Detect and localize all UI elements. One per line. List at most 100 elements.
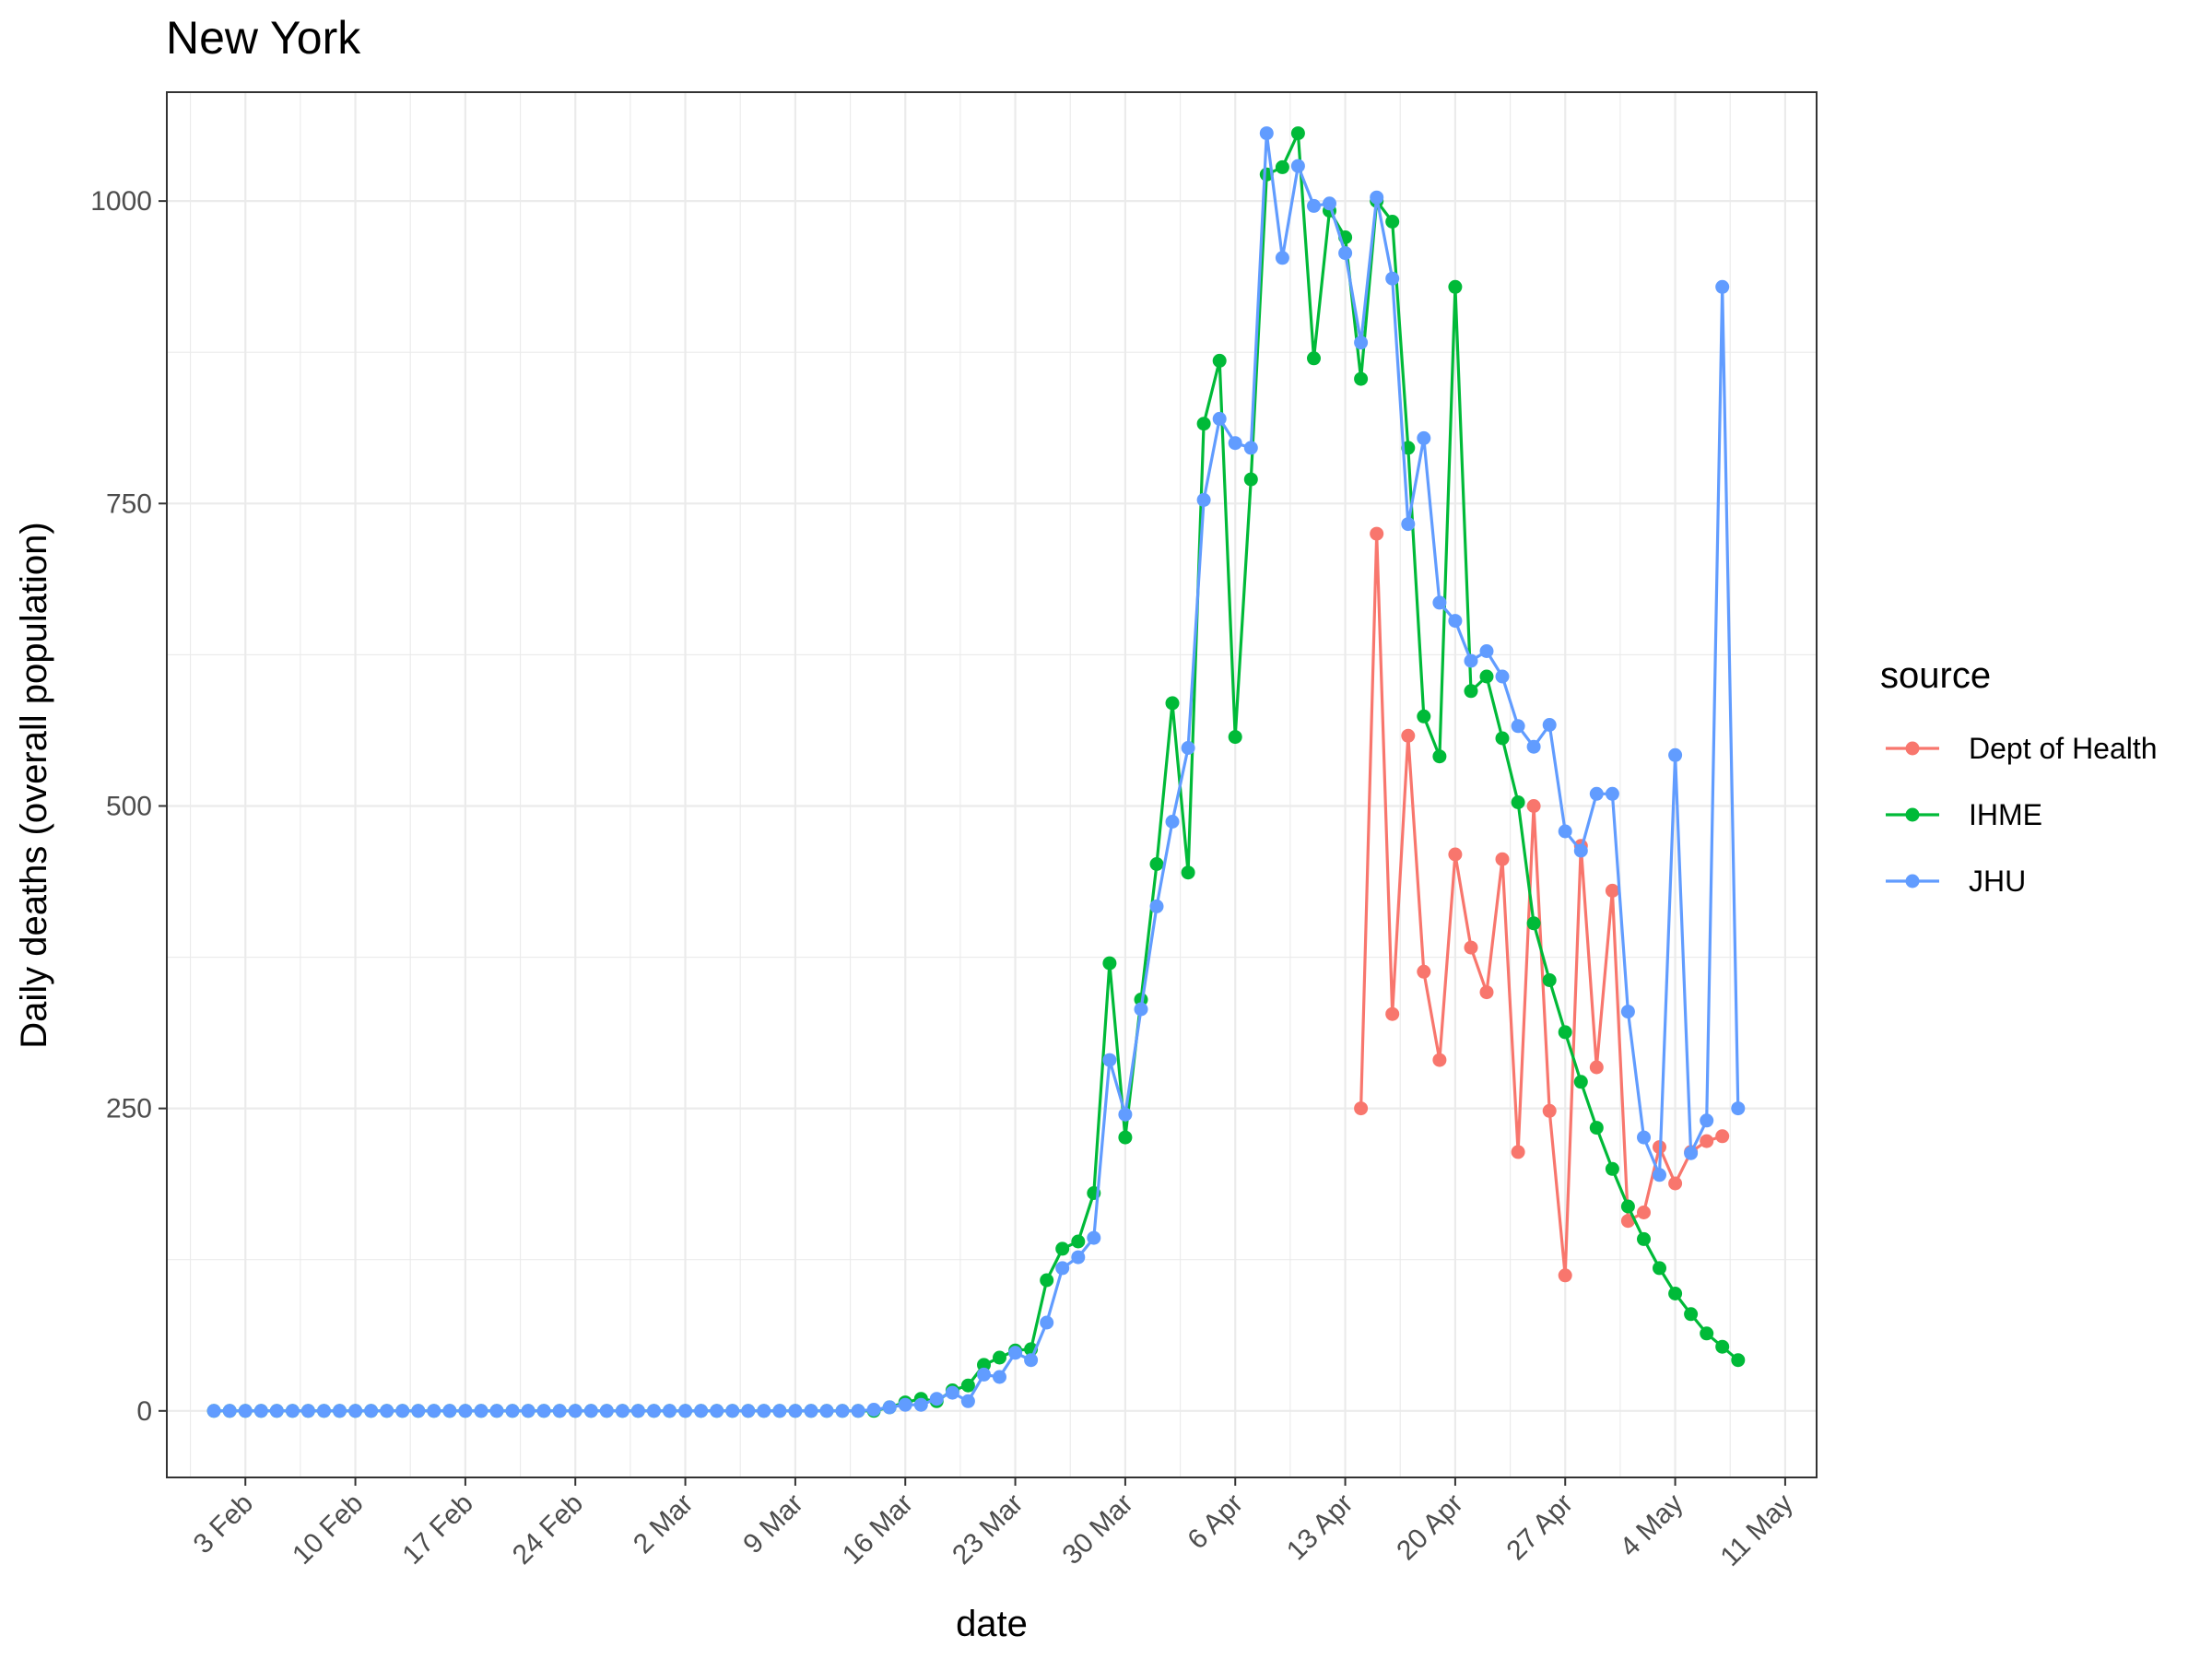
data-point-jhu xyxy=(458,1404,473,1418)
data-point-jhu xyxy=(1605,786,1619,801)
data-point-jhu xyxy=(788,1404,803,1418)
data-point-dept-of-health xyxy=(1479,985,1494,1000)
data-point-jhu xyxy=(1024,1353,1039,1368)
data-point-jhu xyxy=(411,1404,426,1418)
series-dept-of-health xyxy=(1354,526,1730,1283)
data-series xyxy=(206,126,1746,1418)
data-point-ihme xyxy=(1479,669,1494,684)
data-point-jhu xyxy=(364,1404,379,1418)
legend-item-dept-of-health: Dept of Health xyxy=(1886,732,2158,765)
data-point-ihme xyxy=(1275,159,1289,174)
data-point-ihme xyxy=(1417,709,1431,724)
data-point-jhu xyxy=(960,1394,975,1408)
data-point-jhu xyxy=(552,1404,567,1418)
data-point-dept-of-health xyxy=(1401,728,1416,743)
data-point-jhu xyxy=(1401,517,1416,532)
data-point-ihme xyxy=(1511,795,1525,809)
data-point-ihme xyxy=(1102,956,1117,971)
legend-item-jhu: JHU xyxy=(1886,865,2026,898)
data-point-ihme xyxy=(1149,857,1164,871)
data-point-jhu xyxy=(741,1404,756,1418)
data-point-jhu xyxy=(333,1404,347,1418)
data-point-jhu xyxy=(1511,719,1525,734)
data-point-ihme xyxy=(1385,215,1400,229)
data-point-dept-of-health xyxy=(1700,1134,1714,1148)
x-tick-label: 30 Mar xyxy=(1056,1488,1138,1571)
data-point-jhu xyxy=(851,1404,865,1418)
data-point-jhu xyxy=(1259,126,1274,141)
data-point-jhu xyxy=(977,1367,991,1382)
data-point-jhu xyxy=(866,1403,881,1417)
data-point-jhu xyxy=(1134,1002,1148,1017)
data-point-dept-of-health xyxy=(1464,940,1478,955)
data-point-jhu xyxy=(222,1404,237,1418)
data-point-jhu xyxy=(1589,786,1604,801)
data-point-jhu xyxy=(772,1404,787,1418)
data-point-ihme xyxy=(1290,126,1305,141)
x-tick-label: 4 May xyxy=(1614,1488,1688,1563)
data-point-ihme xyxy=(1731,1353,1746,1368)
data-point-jhu xyxy=(1464,653,1478,668)
x-tick-label: 20 Apr xyxy=(1391,1488,1469,1567)
data-point-jhu xyxy=(427,1404,441,1418)
data-point-dept-of-health xyxy=(1417,964,1431,979)
grid-lines xyxy=(167,92,1817,1477)
data-point-jhu xyxy=(583,1404,598,1418)
y-tick-label: 250 xyxy=(106,1094,152,1124)
series-line-ihme xyxy=(214,132,1739,1413)
plot-panel xyxy=(166,91,1818,1478)
data-point-jhu xyxy=(757,1404,771,1418)
data-point-jhu xyxy=(1700,1113,1714,1128)
data-point-jhu xyxy=(1118,1107,1133,1122)
data-point-jhu xyxy=(647,1404,661,1418)
data-point-jhu xyxy=(599,1404,614,1418)
data-point-jhu xyxy=(474,1404,488,1418)
data-point-jhu xyxy=(1668,747,1683,762)
data-point-jhu xyxy=(993,1370,1006,1384)
data-point-jhu xyxy=(253,1404,268,1418)
y-tick-label: 500 xyxy=(106,791,152,821)
data-point-jhu xyxy=(1385,271,1400,286)
legend-label: Dept of Health xyxy=(1969,732,2158,765)
data-point-dept-of-health xyxy=(1526,799,1541,813)
data-point-jhu xyxy=(348,1404,363,1418)
data-point-dept-of-health xyxy=(1511,1145,1525,1159)
x-tick-label: 23 Mar xyxy=(947,1488,1029,1571)
chart-title: New York xyxy=(166,12,361,64)
x-tick-label: 17 Feb xyxy=(396,1488,478,1571)
data-point-ihme xyxy=(1464,684,1478,699)
data-point-jhu xyxy=(663,1404,677,1418)
data-point-jhu xyxy=(1149,899,1164,913)
data-point-ihme xyxy=(1196,417,1211,431)
data-point-jhu xyxy=(536,1404,551,1418)
series-jhu xyxy=(206,126,1746,1418)
data-point-jhu xyxy=(285,1404,300,1418)
data-point-dept-of-health xyxy=(1495,852,1510,866)
y-tick-label: 1000 xyxy=(90,186,152,217)
data-point-ihme xyxy=(993,1350,1006,1365)
data-point-jhu xyxy=(882,1400,897,1415)
data-point-jhu xyxy=(1354,335,1369,350)
data-point-dept-of-health xyxy=(1370,526,1384,541)
data-point-ihme xyxy=(1653,1261,1666,1276)
x-tick-label: 9 Mar xyxy=(737,1488,809,1560)
data-point-jhu xyxy=(317,1404,331,1418)
x-tick-label: 27 Apr xyxy=(1501,1488,1580,1567)
data-point-jhu xyxy=(678,1404,693,1418)
x-tick-label: 10 Feb xyxy=(287,1488,369,1571)
data-point-dept-of-health xyxy=(1542,1103,1557,1118)
data-point-ihme xyxy=(1495,731,1510,746)
data-point-jhu xyxy=(505,1404,520,1418)
y-tick-label: 750 xyxy=(106,488,152,519)
data-point-jhu xyxy=(1212,411,1227,426)
legend-item-ihme: IHME xyxy=(1886,798,2042,831)
data-point-dept-of-health xyxy=(1385,1006,1400,1021)
data-point-dept-of-health xyxy=(1558,1268,1572,1283)
data-point-jhu xyxy=(1432,595,1447,610)
y-axis: 0 250 500 750 1000 xyxy=(90,186,167,1427)
data-point-jhu xyxy=(835,1404,850,1418)
data-point-jhu xyxy=(710,1404,724,1418)
data-point-jhu xyxy=(1323,196,1336,211)
x-tick-label: 13 Apr xyxy=(1281,1488,1359,1567)
